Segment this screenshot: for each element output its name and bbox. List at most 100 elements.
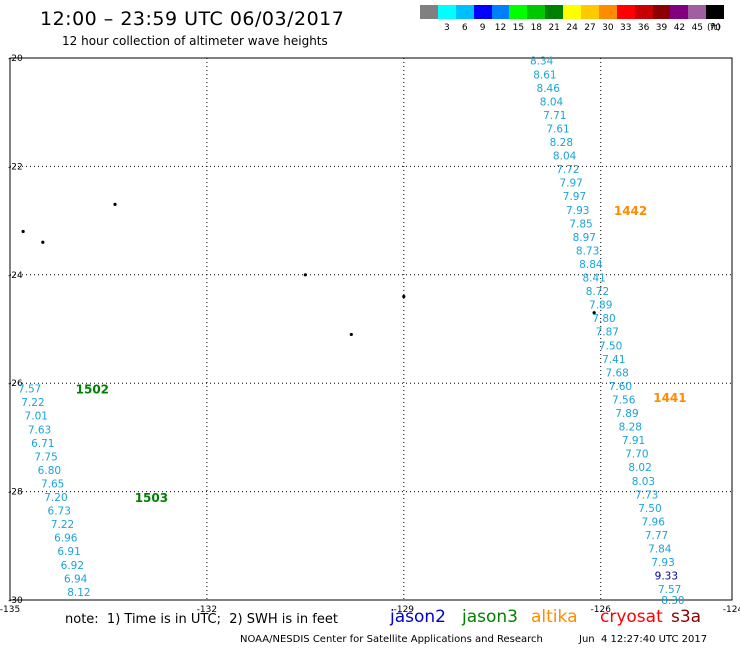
wave-height-reading: 7.77 [645, 530, 668, 542]
wave-height-reading: 9.33 [655, 571, 678, 583]
wave-height-reading: 7.22 [51, 519, 74, 531]
wave-height-reading: 7.57 [658, 584, 681, 596]
wave-height-reading: 7.50 [599, 340, 622, 352]
lat-tick-label: -20 [8, 54, 23, 64]
satellite-legend-jason3: jason3 [462, 607, 518, 627]
wave-height-reading: 7.65 [41, 478, 64, 490]
legend-label: 9 [479, 23, 486, 33]
legend-cell: 33 [616, 5, 635, 33]
wave-height-reading: 7.72 [556, 164, 579, 176]
island-marker [41, 240, 45, 244]
footer-credit: NOAA/NESDIS Center for Satellite Applica… [240, 634, 543, 645]
wave-height-reading: 7.97 [563, 191, 586, 203]
map-frame [9, 57, 733, 601]
wave-height-reading: 6.92 [61, 560, 84, 572]
lat-tick-label: -22 [8, 162, 23, 172]
legend-swatch [598, 5, 617, 19]
wave-height-reading: 7.63 [28, 424, 51, 436]
legend-swatch [437, 5, 456, 19]
lon-tick-label: -126 [591, 605, 612, 615]
wave-height-reading: 8.04 [540, 96, 564, 108]
legend-cell: 9 [473, 5, 492, 33]
wave-height-reading: 8.02 [628, 462, 651, 474]
wave-height-reading: 7.93 [651, 557, 674, 569]
wave-height-reading: 8.84 [579, 259, 603, 271]
legend-swatch [616, 5, 635, 19]
legend-swatch [545, 5, 564, 19]
lon-tick-label: -135 [0, 605, 20, 615]
legend-cell: 30 [598, 5, 617, 33]
legend-label: 30 [602, 23, 614, 33]
lon-tick-label: -132 [197, 605, 217, 615]
wave-height-reading: 7.70 [625, 449, 648, 461]
wave-height-reading: 8.03 [632, 476, 655, 488]
lat-tick-label: -24 [8, 271, 23, 281]
pass-label: 1440 [739, 594, 740, 608]
wave-height-reading: 6.71 [31, 438, 54, 450]
legend-cell: 18 [527, 5, 546, 33]
wave-height-reading: 8.28 [550, 137, 573, 149]
pass-label: 1441 [653, 391, 686, 405]
wave-height-reading: 7.41 [602, 354, 625, 366]
legend-swatch [670, 5, 689, 19]
legend-cell: 3 [437, 5, 456, 33]
pass-label: 1502 [76, 383, 109, 397]
legend-cell: 70 [706, 5, 725, 33]
legend-swatch [509, 5, 528, 19]
wave-height-reading: 7.85 [569, 218, 592, 230]
pass-label: 1442 [614, 204, 647, 218]
island-marker [113, 202, 117, 206]
legend-swatch [491, 5, 510, 19]
wave-height-reading: 8.72 [586, 286, 609, 298]
island-marker [349, 332, 353, 337]
legend-label: 24 [566, 23, 578, 33]
island-marker [592, 311, 596, 315]
legend-swatch [581, 5, 599, 19]
legend-swatch [527, 5, 546, 19]
legend-swatch [420, 5, 438, 19]
wave-height-reading: 7.89 [615, 408, 638, 420]
legend-cell: 27 [581, 5, 599, 33]
wave-height-reading: 8.61 [533, 69, 556, 81]
wave-height-reading: 7.20 [44, 492, 67, 504]
wave-height-legend: 3 6 9 12 15 18 21 24 27 30 33 36 39 42 45 70 [420, 5, 725, 33]
footer-generated-time: Jun 4 12:27:40 UTC 2017 [579, 634, 708, 645]
legend-swatch [652, 5, 671, 19]
wave-height-reading: 8.97 [573, 232, 596, 244]
wave-height-reading: 7.71 [543, 110, 566, 122]
legend-cell: 45 [688, 5, 707, 33]
wave-height-reading: 8.41 [582, 273, 605, 285]
lat-tick-label: -26 [8, 379, 23, 389]
legend-label: 42 [673, 23, 686, 33]
satellite-legend-jason2: jason2 [390, 607, 446, 627]
wave-height-reading: 8.28 [619, 422, 642, 434]
satellite-legend-cryosat: cryosat [600, 607, 663, 627]
legend-label: 45 [691, 23, 704, 33]
legend-label: 21 [548, 23, 560, 33]
wave-height-reading: 7.96 [642, 516, 666, 528]
wave-height-reading: 8.34 [530, 56, 554, 68]
legend-label: 33 [620, 23, 632, 33]
legend-cell: 6 [455, 5, 474, 33]
wave-height-reading: 6.94 [64, 573, 88, 585]
legend-cell: 15 [509, 5, 528, 33]
island-marker [21, 229, 25, 234]
legend-label: 15 [512, 23, 525, 33]
wave-height-reading: 7.93 [566, 205, 589, 217]
wave-height-reading: 7.50 [638, 503, 661, 515]
legend-label: 12 [494, 23, 507, 33]
legend-unit: (ft) [707, 23, 721, 33]
legend-label: 6 [461, 23, 468, 33]
pass-label: 1503 [135, 491, 168, 505]
wave-height-reading: 7.84 [648, 544, 672, 556]
legend-cell: 12 [491, 5, 510, 33]
wave-height-reading: 7.75 [34, 451, 57, 463]
footer-note: note: 1) Time is in UTC; 2) SWH is in fe… [65, 612, 338, 627]
lon-tick-label: -129 [394, 605, 415, 615]
wave-height-reading: 6.91 [57, 546, 80, 558]
legend-label: 27 [584, 23, 596, 33]
wave-height-reading: 7.87 [596, 327, 619, 339]
legend-cell: 39 [652, 5, 671, 33]
legend-swatch [473, 5, 492, 19]
